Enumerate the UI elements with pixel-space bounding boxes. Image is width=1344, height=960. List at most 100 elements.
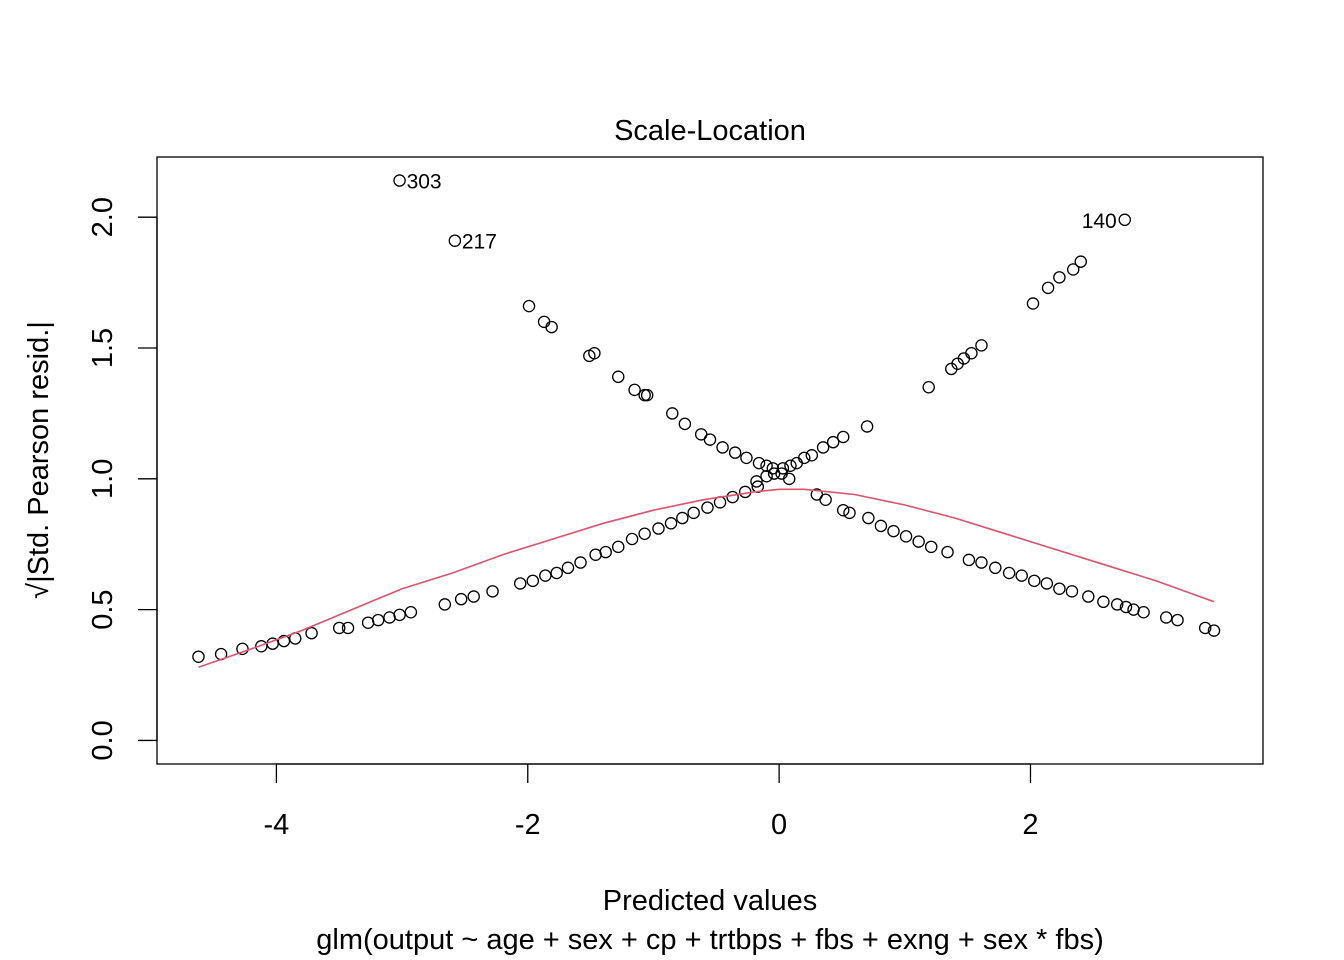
data-point — [393, 608, 406, 622]
data-point — [862, 511, 875, 525]
x-tick-label: -2 — [515, 809, 541, 841]
data-point — [1002, 566, 1016, 580]
data-point — [454, 592, 468, 606]
data-point — [790, 456, 803, 470]
data-point — [652, 522, 665, 535]
chart-subtitle: glm(output ~ age + sex + cp + trtbps + f… — [316, 924, 1103, 956]
data-point — [945, 362, 958, 376]
data-point — [760, 459, 773, 472]
data-point — [726, 490, 739, 504]
data-point — [666, 407, 679, 420]
y-tick-label: 2.0 — [87, 197, 119, 237]
data-point — [612, 370, 625, 384]
x-tick-label: 2 — [1022, 809, 1038, 841]
data-point — [989, 561, 1002, 575]
data-point — [640, 388, 654, 402]
data-point — [438, 598, 452, 611]
data-point — [545, 320, 558, 334]
data-point — [836, 503, 850, 517]
data-point — [962, 553, 976, 567]
data-point — [767, 467, 781, 480]
data-point — [625, 532, 639, 546]
data-point — [805, 449, 819, 462]
data-point — [486, 585, 499, 598]
smooth-line — [198, 488, 1215, 668]
data-point — [975, 556, 988, 569]
data-point — [784, 459, 797, 472]
x-axis: -4 -2 0 2 — [263, 763, 1039, 841]
data-point — [899, 530, 913, 543]
annotation-layer: 303 217 140 — [407, 171, 1117, 254]
data-point — [1015, 569, 1028, 582]
data-point — [1110, 598, 1124, 611]
data-point — [836, 430, 850, 444]
data-point — [448, 234, 462, 247]
data-point — [332, 621, 346, 635]
data-point — [1028, 574, 1041, 588]
data-point — [912, 535, 925, 548]
data-point — [1082, 590, 1095, 603]
data-point — [752, 456, 766, 470]
data-point — [513, 577, 527, 590]
data-point — [550, 566, 563, 580]
data-point — [1066, 263, 1080, 276]
data-point — [816, 441, 830, 454]
data-point — [1053, 582, 1066, 595]
data-point — [393, 174, 406, 187]
smooth-layer — [198, 488, 1215, 668]
data-point — [922, 380, 935, 394]
chart-title: Scale-Location — [614, 115, 806, 147]
data-point — [1171, 613, 1184, 627]
data-point — [588, 346, 601, 360]
data-point — [1041, 281, 1055, 295]
data-point — [599, 545, 612, 559]
data-point — [728, 446, 742, 459]
data-point — [1074, 255, 1088, 268]
y-axis: 0.0 0.5 1.0 1.5 2.0 — [87, 197, 158, 761]
data-point — [975, 339, 988, 352]
data-point — [467, 590, 480, 603]
x-axis-title: Predicted values — [603, 885, 817, 917]
data-point — [1097, 595, 1110, 609]
data-point — [687, 506, 700, 520]
data-point — [716, 441, 729, 454]
point-annotation: 140 — [1082, 210, 1117, 233]
data-point — [628, 383, 641, 397]
data-point — [760, 469, 773, 483]
data-point — [371, 613, 385, 627]
data-point — [255, 640, 268, 653]
data-point — [676, 511, 689, 525]
x-tick-label: 0 — [771, 809, 787, 841]
y-tick-label: 0.5 — [87, 589, 119, 629]
data-point — [843, 506, 856, 520]
data-point — [782, 472, 796, 486]
data-point — [703, 433, 717, 446]
data-point — [1159, 611, 1173, 624]
y-tick-label: 1.5 — [87, 328, 119, 368]
data-point — [740, 451, 753, 465]
data-point — [819, 493, 832, 506]
data-point — [192, 650, 205, 663]
data-point — [277, 634, 291, 648]
data-point — [1119, 600, 1133, 614]
data-point — [561, 561, 575, 575]
y-axis-title: √|Std. Pearson resid.| — [23, 321, 55, 599]
point-annotation: 303 — [407, 171, 442, 194]
data-point — [1040, 577, 1054, 590]
data-point — [750, 475, 763, 488]
data-point — [701, 501, 714, 514]
data-point — [1053, 271, 1066, 284]
data-point — [664, 517, 678, 530]
data-point — [522, 299, 536, 313]
data-point — [305, 626, 318, 640]
point-annotation: 217 — [462, 231, 497, 254]
data-point — [526, 574, 540, 588]
data-point — [638, 527, 651, 541]
data-point — [236, 642, 249, 656]
data-point — [941, 545, 954, 559]
data-point — [574, 556, 587, 569]
data-point — [404, 606, 418, 619]
data-point — [539, 569, 552, 582]
